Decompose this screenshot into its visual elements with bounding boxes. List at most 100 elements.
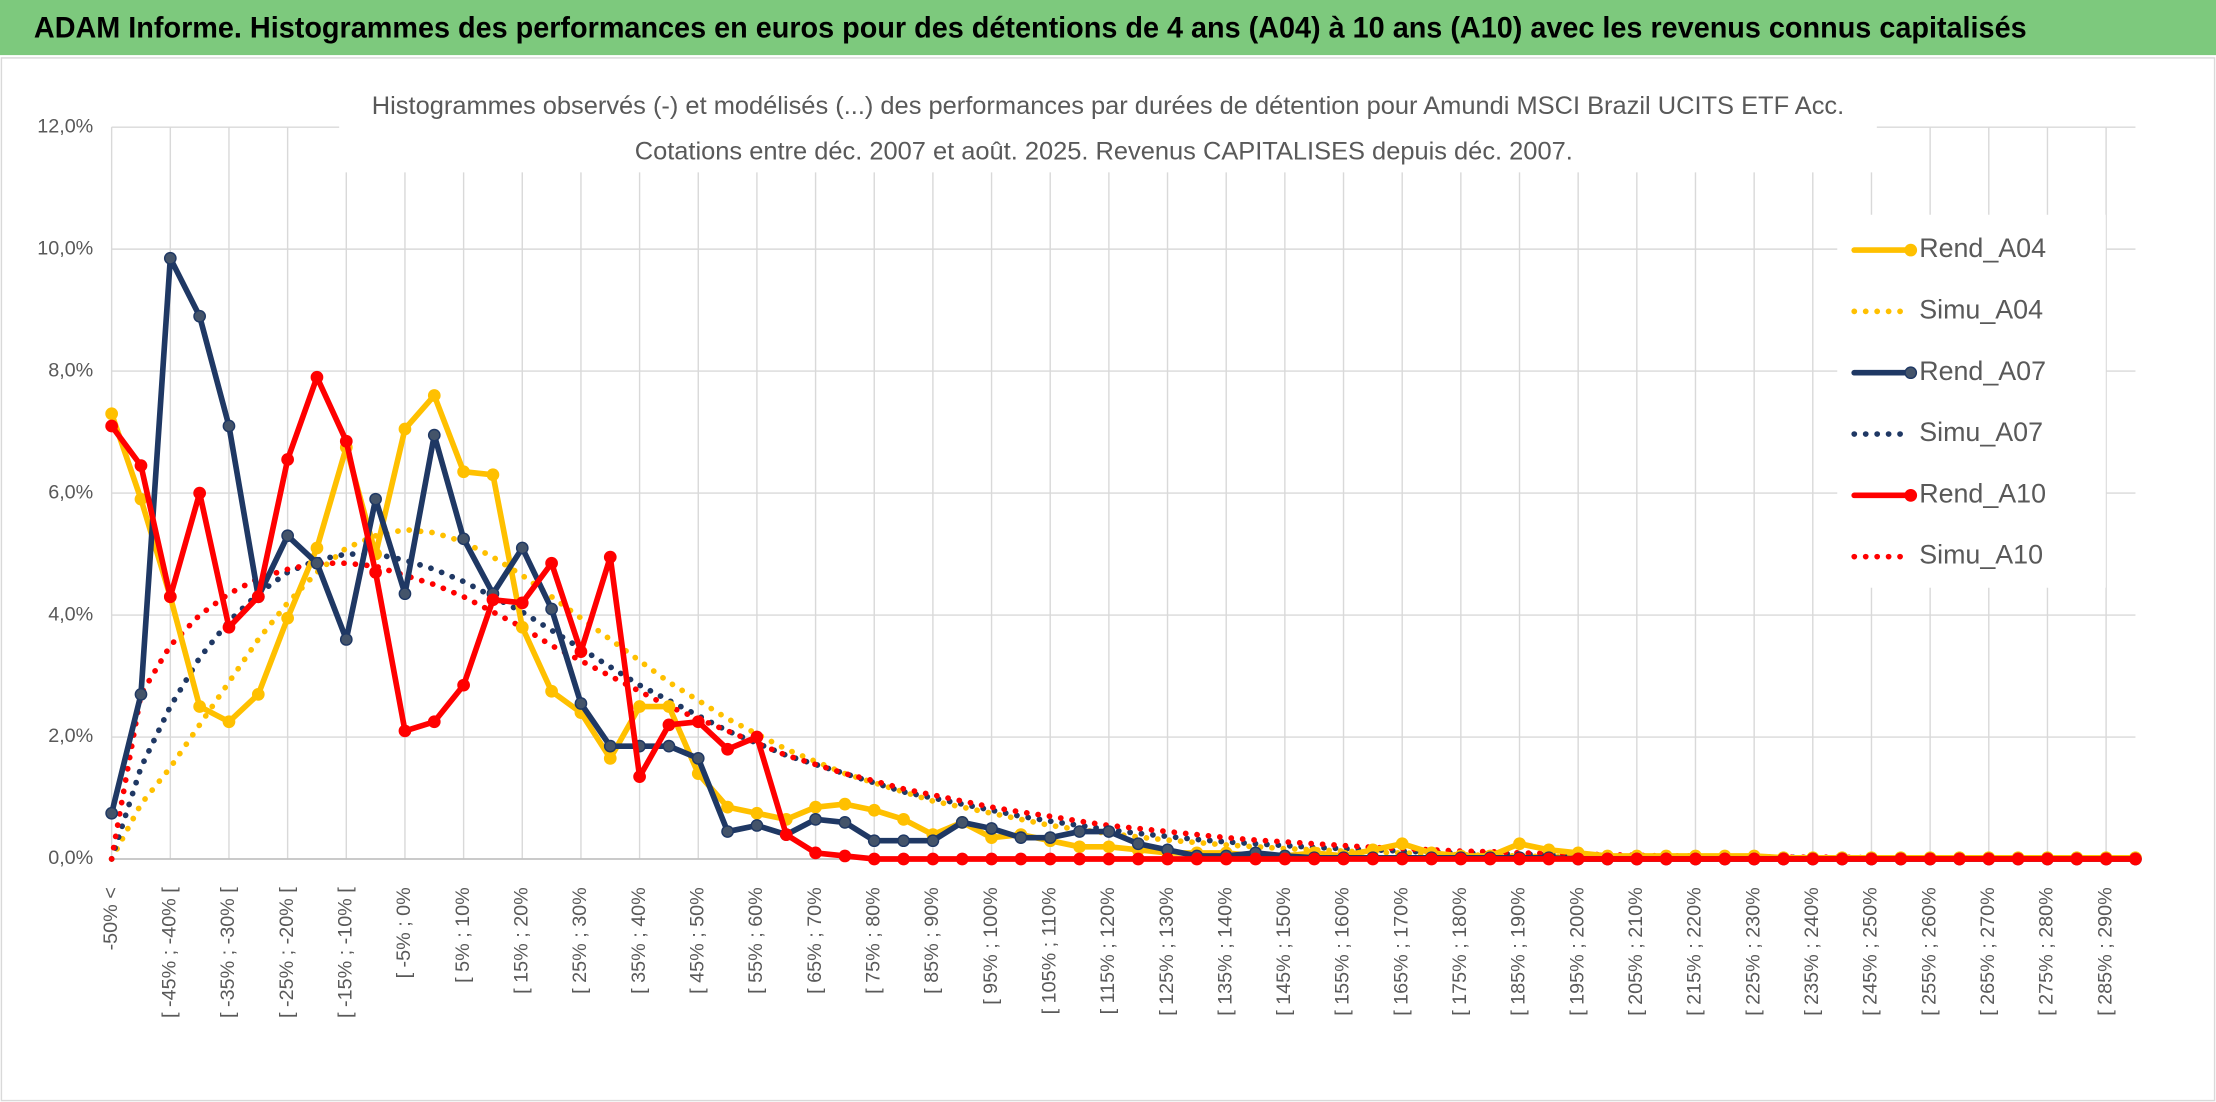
data-point <box>985 852 998 866</box>
x-tick-label: [ 15% ; 20% <box>510 887 532 994</box>
x-tick-label: [ 5% ; 10% <box>452 887 474 983</box>
data-point <box>398 724 412 738</box>
x-tick-label: [ -45% ; -40% [ <box>159 887 181 1018</box>
x-tick-label: [ -15% ; -10% [ <box>335 887 357 1018</box>
x-tick-label: -50% < <box>100 887 122 950</box>
data-point <box>339 633 353 646</box>
data-point <box>897 852 910 866</box>
data-point <box>105 407 119 421</box>
data-point <box>457 465 470 479</box>
data-point <box>339 434 353 448</box>
chart-border <box>0 57 2216 1102</box>
data-point <box>1219 852 1233 866</box>
data-point <box>750 730 764 744</box>
data-point <box>867 852 881 866</box>
data-point <box>1630 852 1644 866</box>
data-point <box>2011 852 2025 866</box>
data-point <box>779 828 793 841</box>
legend-label: Rend_A04 <box>1919 233 2046 263</box>
data-point <box>515 541 529 555</box>
x-tick-label: [ 275% ; 280% <box>2036 887 2058 1016</box>
data-point <box>1982 852 1996 866</box>
data-point <box>955 852 969 866</box>
legend-label: Rend_A07 <box>1919 356 2046 386</box>
data-point <box>662 718 676 732</box>
data-point <box>310 556 324 570</box>
data-point <box>1689 852 1702 866</box>
data-point <box>809 812 822 826</box>
data-point <box>1131 837 1145 851</box>
legend-marker <box>1904 488 1918 502</box>
data-point <box>1337 852 1350 866</box>
legend-label: Simu_A04 <box>1919 294 2043 324</box>
data-point <box>1659 852 1673 866</box>
data-point <box>926 852 940 866</box>
data-point <box>1894 852 1908 866</box>
y-tick-label: 10,0% <box>37 237 93 259</box>
data-point <box>1483 852 1497 866</box>
data-point <box>1865 852 1878 866</box>
x-tick-label: [ 215% ; 220% <box>1684 887 1706 1016</box>
x-tick-label: [ 65% ; 70% <box>804 887 826 994</box>
data-point <box>1161 852 1174 866</box>
x-tick-label: [ -5% ; 0% <box>393 887 415 978</box>
data-point <box>1131 852 1145 866</box>
data-point <box>427 389 441 402</box>
x-tick-label: [ -35% ; -30% [ <box>217 887 239 1018</box>
data-point <box>134 687 148 701</box>
data-point <box>633 770 646 784</box>
data-point <box>1102 840 1116 854</box>
data-point <box>1073 852 1086 866</box>
x-tick-label: [ -25% ; -20% [ <box>276 887 298 1018</box>
data-point <box>1835 852 1849 866</box>
data-point <box>838 797 852 811</box>
data-point <box>310 370 324 384</box>
y-tick-label: 8,0% <box>48 359 93 381</box>
x-tick-label: [ 285% ; 290% <box>2094 887 2116 1016</box>
chart-subtitle: Cotations entre déc. 2007 et août. 2025.… <box>635 137 1573 165</box>
data-point <box>1806 852 1820 866</box>
data-point <box>1395 837 1409 851</box>
chart-title: Histogrammes observés (-) et modélisés (… <box>372 92 1844 120</box>
x-tick-label: [ 265% ; 270% <box>1977 887 1999 1016</box>
data-point <box>721 800 734 814</box>
data-point <box>926 834 940 848</box>
data-point <box>1014 852 1028 866</box>
data-point <box>2129 852 2142 866</box>
data-point <box>897 834 910 848</box>
legend-marker <box>1904 366 1918 380</box>
x-tick-label: [ 245% ; 250% <box>1860 887 1882 1016</box>
x-tick-label: [ 75% ; 80% <box>862 887 884 994</box>
x-tick-label: [ 255% ; 260% <box>1918 887 1940 1016</box>
data-point <box>222 419 236 433</box>
data-point <box>574 697 588 710</box>
data-point <box>134 459 148 472</box>
data-point <box>867 834 881 848</box>
data-point <box>1102 852 1116 866</box>
x-tick-label: [ 85% ; 90% <box>921 887 943 994</box>
data-point <box>1953 852 1966 866</box>
x-tick-label: [ 205% ; 210% <box>1625 887 1647 1016</box>
legend-label: Rend_A10 <box>1919 478 2046 508</box>
data-point <box>750 806 764 820</box>
data-point <box>310 541 324 555</box>
x-tick-label: [ 195% ; 200% <box>1566 887 1588 1016</box>
data-point <box>222 620 236 634</box>
data-point <box>1073 825 1086 838</box>
data-point <box>2099 852 2113 866</box>
data-point <box>809 846 822 860</box>
data-point <box>1513 852 1526 866</box>
data-point <box>1777 852 1790 866</box>
x-tick-label: [ 105% ; 110% <box>1038 887 1060 1014</box>
data-point <box>281 611 294 625</box>
data-point <box>1542 852 1556 866</box>
data-point <box>1513 837 1526 851</box>
data-point <box>281 453 294 466</box>
data-point <box>662 739 676 753</box>
data-point <box>1425 852 1438 866</box>
title-background <box>339 84 1877 173</box>
x-tick-label: [ 45% ; 50% <box>686 887 708 994</box>
data-point <box>1073 840 1086 854</box>
data-point <box>838 849 852 863</box>
